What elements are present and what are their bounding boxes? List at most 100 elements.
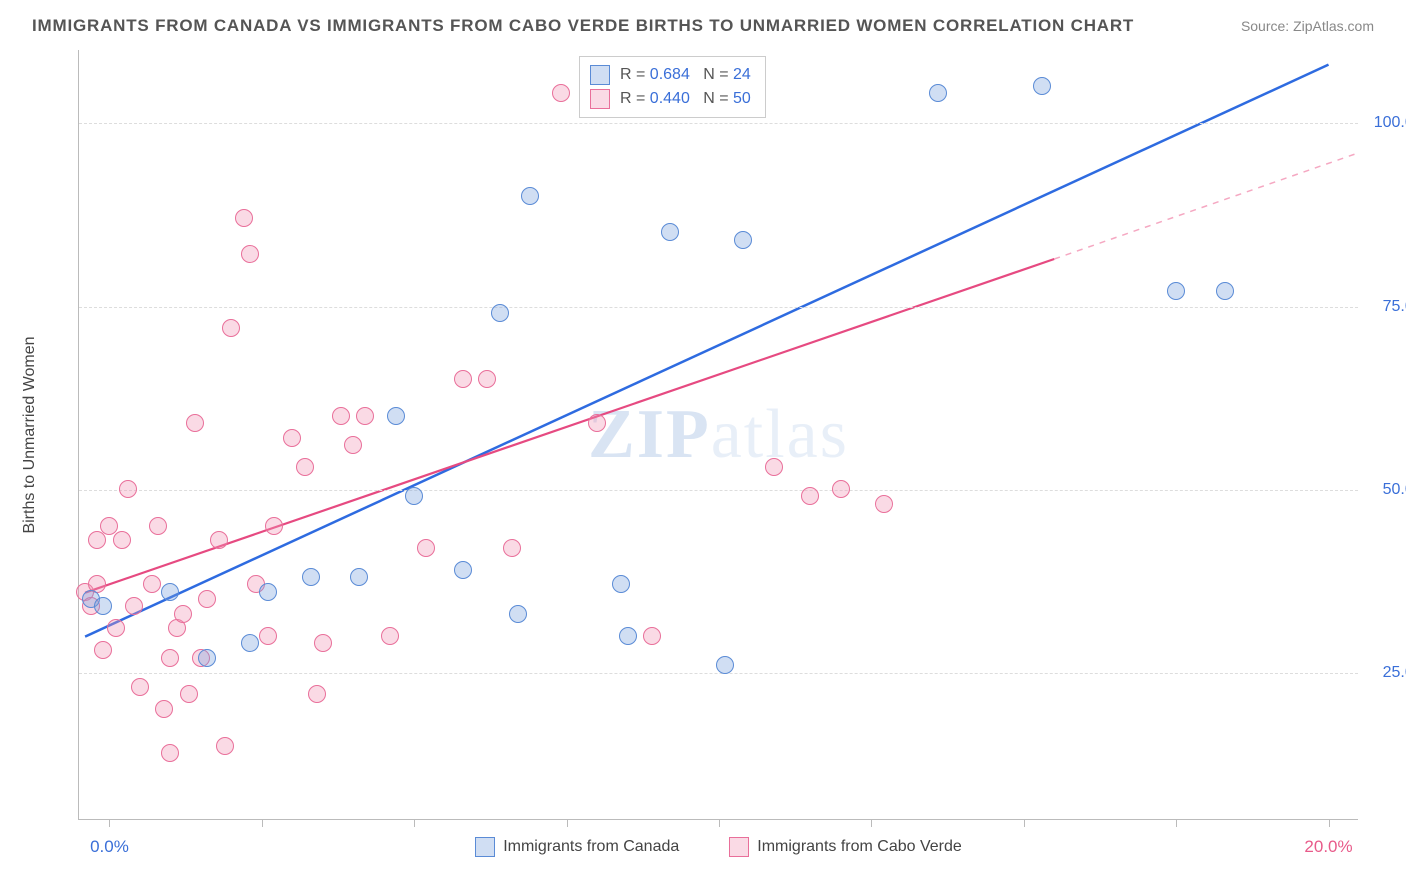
- scatter-point-canada: [491, 304, 509, 322]
- source-label: Source: ZipAtlas.com: [1241, 18, 1374, 34]
- x-tick: [1024, 819, 1025, 827]
- scatter-point-cabo_verde: [222, 319, 240, 337]
- y-tick-label: 100.0%: [1368, 114, 1406, 132]
- scatter-point-cabo_verde: [314, 634, 332, 652]
- scatter-point-cabo_verde: [356, 407, 374, 425]
- y-tick-label: 75.0%: [1368, 298, 1406, 316]
- stats-legend: R = 0.684 N = 24R = 0.440 N = 50: [579, 56, 766, 118]
- gridline-h: [79, 673, 1358, 674]
- scatter-point-cabo_verde: [216, 737, 234, 755]
- scatter-point-cabo_verde: [198, 590, 216, 608]
- x-tick: [719, 819, 720, 827]
- scatter-point-cabo_verde: [241, 245, 259, 263]
- x-tick: [414, 819, 415, 827]
- scatter-point-cabo_verde: [94, 641, 112, 659]
- scatter-point-canada: [161, 583, 179, 601]
- scatter-point-cabo_verde: [210, 531, 228, 549]
- scatter-point-cabo_verde: [88, 531, 106, 549]
- scatter-point-cabo_verde: [765, 458, 783, 476]
- scatter-point-cabo_verde: [149, 517, 167, 535]
- scatter-point-cabo_verde: [174, 605, 192, 623]
- scatter-point-cabo_verde: [259, 627, 277, 645]
- scatter-point-canada: [454, 561, 472, 579]
- scatter-point-canada: [521, 187, 539, 205]
- scatter-point-cabo_verde: [186, 414, 204, 432]
- scatter-point-canada: [661, 223, 679, 241]
- scatter-point-cabo_verde: [180, 685, 198, 703]
- x-tick: [262, 819, 263, 827]
- legend-swatch: [590, 89, 610, 109]
- scatter-point-canada: [509, 605, 527, 623]
- gridline-h: [79, 307, 1358, 308]
- x-tick: [871, 819, 872, 827]
- scatter-point-canada: [1167, 282, 1185, 300]
- scatter-point-cabo_verde: [119, 480, 137, 498]
- scatter-point-cabo_verde: [131, 678, 149, 696]
- x-tick: [109, 819, 110, 827]
- trend-line: [85, 65, 1328, 637]
- scatter-point-cabo_verde: [381, 627, 399, 645]
- scatter-point-canada: [241, 634, 259, 652]
- scatter-point-cabo_verde: [235, 209, 253, 227]
- scatter-point-cabo_verde: [417, 539, 435, 557]
- scatter-point-cabo_verde: [552, 84, 570, 102]
- scatter-point-canada: [619, 627, 637, 645]
- scatter-point-canada: [405, 487, 423, 505]
- scatter-point-cabo_verde: [265, 517, 283, 535]
- scatter-point-canada: [94, 597, 112, 615]
- scatter-point-canada: [1033, 77, 1051, 95]
- scatter-point-canada: [1216, 282, 1234, 300]
- chart-container: Births to Unmarried Women ZIPatlas 25.0%…: [48, 50, 1358, 820]
- legend-row-cabo_verde: R = 0.440 N = 50: [590, 87, 751, 111]
- scatter-point-cabo_verde: [283, 429, 301, 447]
- legend-stat-text: R = 0.684 N = 24: [620, 63, 751, 87]
- scatter-point-cabo_verde: [113, 531, 131, 549]
- scatter-point-cabo_verde: [344, 436, 362, 454]
- scatter-point-canada: [716, 656, 734, 674]
- scatter-point-cabo_verde: [875, 495, 893, 513]
- scatter-point-cabo_verde: [296, 458, 314, 476]
- series-legend-label: Immigrants from Canada: [503, 838, 679, 856]
- scatter-point-cabo_verde: [643, 627, 661, 645]
- scatter-point-cabo_verde: [801, 487, 819, 505]
- scatter-point-canada: [198, 649, 216, 667]
- legend-swatch: [590, 65, 610, 85]
- gridline-h: [79, 123, 1358, 124]
- legend-row-canada: R = 0.684 N = 24: [590, 63, 751, 87]
- series-legend: Immigrants from Canada Immigrants from Ca…: [79, 837, 1358, 857]
- scatter-point-canada: [612, 575, 630, 593]
- y-tick-label: 50.0%: [1368, 481, 1406, 499]
- scatter-point-canada: [350, 568, 368, 586]
- trend-lines-layer: [79, 50, 1358, 819]
- scatter-point-cabo_verde: [478, 370, 496, 388]
- scatter-point-cabo_verde: [308, 685, 326, 703]
- scatter-point-canada: [929, 84, 947, 102]
- trend-line: [85, 259, 1054, 593]
- scatter-point-cabo_verde: [503, 539, 521, 557]
- scatter-point-cabo_verde: [588, 414, 606, 432]
- y-tick-label: 25.0%: [1368, 664, 1406, 682]
- scatter-point-canada: [259, 583, 277, 601]
- x-tick: [567, 819, 568, 827]
- scatter-point-canada: [734, 231, 752, 249]
- scatter-point-cabo_verde: [332, 407, 350, 425]
- series-legend-item-cabo_verde: Immigrants from Cabo Verde: [729, 837, 962, 857]
- series-legend-label: Immigrants from Cabo Verde: [757, 838, 962, 856]
- chart-title: IMMIGRANTS FROM CANADA VS IMMIGRANTS FRO…: [32, 16, 1134, 36]
- legend-swatch: [475, 837, 495, 857]
- scatter-point-cabo_verde: [161, 744, 179, 762]
- scatter-point-cabo_verde: [161, 649, 179, 667]
- scatter-point-cabo_verde: [454, 370, 472, 388]
- x-tick: [1176, 819, 1177, 827]
- scatter-point-cabo_verde: [143, 575, 161, 593]
- y-axis-label: Births to Unmarried Women: [21, 336, 39, 533]
- series-legend-item-canada: Immigrants from Canada: [475, 837, 679, 857]
- scatter-point-cabo_verde: [107, 619, 125, 637]
- scatter-point-canada: [387, 407, 405, 425]
- legend-stat-text: R = 0.440 N = 50: [620, 87, 751, 111]
- gridline-h: [79, 490, 1358, 491]
- scatter-point-cabo_verde: [125, 597, 143, 615]
- scatter-point-cabo_verde: [155, 700, 173, 718]
- legend-swatch: [729, 837, 749, 857]
- plot-area: ZIPatlas 25.0%50.0%75.0%100.0%0.0%20.0%R…: [78, 50, 1358, 820]
